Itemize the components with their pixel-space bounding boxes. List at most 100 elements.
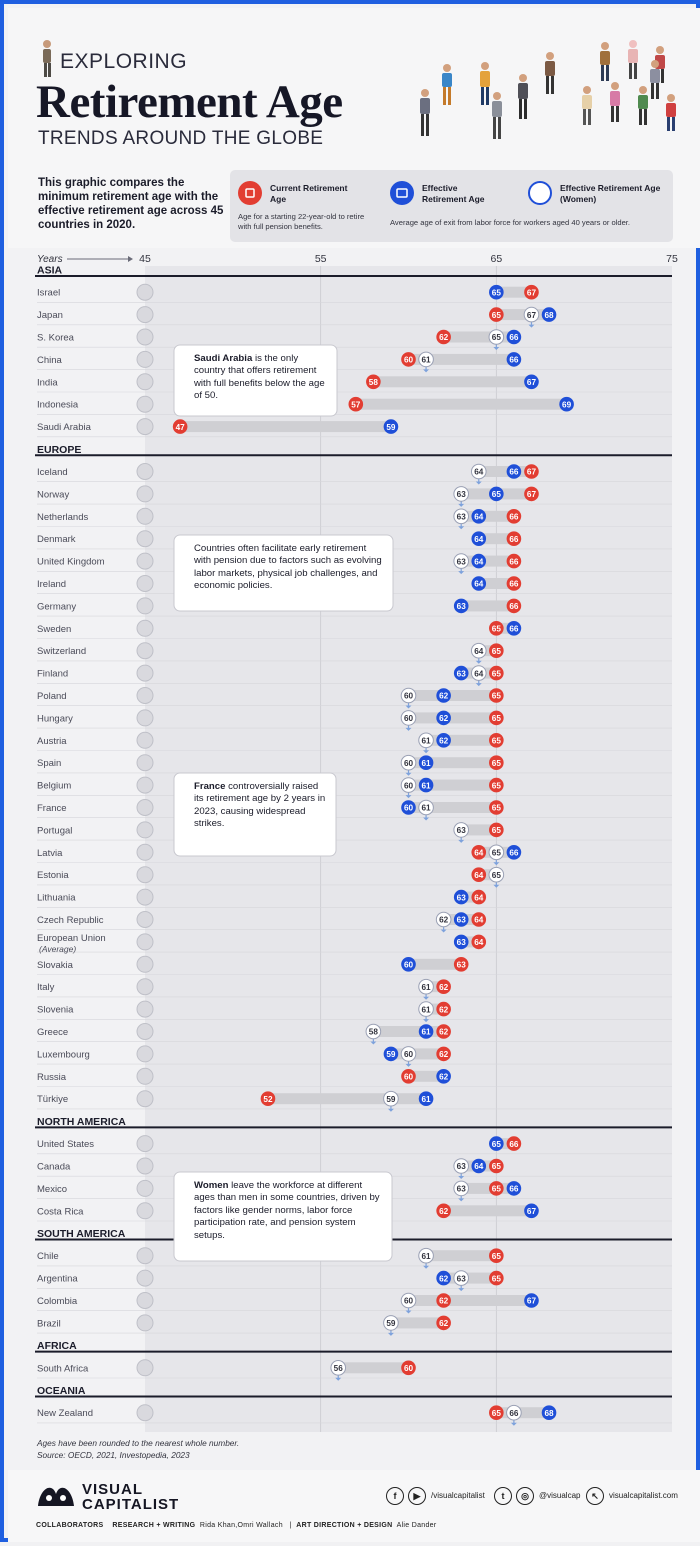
country-label: Germany <box>37 601 76 612</box>
title-kicker: EXPLORING <box>60 50 188 73</box>
women-pin-head <box>423 1019 430 1023</box>
effective-retirement-age-point <box>453 912 469 927</box>
legend-effective-title: Effective Retirement Age <box>422 183 485 204</box>
current-retirement-age-point <box>489 665 504 681</box>
flag-icon <box>136 507 154 525</box>
current-retirement-age-label: 60 <box>404 356 414 365</box>
current-retirement-age-point <box>489 1405 504 1420</box>
legend: Current Retirement Age Age for a startin… <box>230 170 673 242</box>
website-link[interactable]: visualcapitalist.com <box>609 1491 678 1500</box>
women-retirement-age-label: 61 <box>422 983 432 992</box>
facebook-icon[interactable]: f <box>386 1487 404 1505</box>
effective-retirement-age-point <box>506 352 522 367</box>
range-bar <box>426 1250 497 1262</box>
current-retirement-age-label: 65 <box>492 1162 502 1171</box>
country-label: Indonesia <box>37 400 79 411</box>
women-pin-head <box>475 660 482 664</box>
twitter-icon[interactable]: t <box>494 1487 512 1505</box>
effective-retirement-age-point <box>489 1136 504 1151</box>
women-retirement-age-label: 61 <box>422 356 432 365</box>
current-retirement-age-label: 66 <box>509 602 519 611</box>
legend-effective-desc: Average age of exit from labor force for… <box>390 218 631 227</box>
country-label: South Africa <box>37 1363 89 1374</box>
flag-icon <box>136 1090 154 1108</box>
women-pin-head <box>475 683 482 687</box>
range-bar <box>373 376 532 388</box>
intro-text: This graphic compares the minimum retire… <box>38 177 224 231</box>
current-retirement-age-label: 62 <box>439 1207 449 1216</box>
person-figure-icon <box>43 40 51 77</box>
effective-retirement-age-point <box>506 329 522 345</box>
range-bar <box>461 891 479 903</box>
range-bar <box>180 421 391 433</box>
legend-current-desc: Age for a starting 22-year-old to retire… <box>238 212 365 231</box>
current-retirement-age-label: 65 <box>492 804 502 813</box>
country-label: United States <box>37 1139 94 1150</box>
effective-retirement-age-point <box>401 800 416 815</box>
effective-retirement-age-label: 68 <box>544 311 554 320</box>
current-retirement-age-point <box>348 396 364 412</box>
flag-icon <box>136 731 154 749</box>
women-retirement-age-label: 61 <box>422 1252 432 1261</box>
effective-retirement-age-point <box>471 531 487 546</box>
current-retirement-age-point <box>436 329 451 345</box>
flag-icon <box>136 1045 154 1063</box>
women-retirement-age-point <box>453 1270 470 1286</box>
women-retirement-age-point <box>470 642 487 659</box>
women-retirement-age-point <box>418 732 434 749</box>
women-pin-head <box>405 705 412 709</box>
women-retirement-age-point <box>383 1090 399 1107</box>
women-pin-head <box>423 1265 430 1269</box>
country-label: Russia <box>37 1072 67 1083</box>
social-handle-fb-yt[interactable]: /visualcapitalist <box>431 1491 485 1500</box>
flag-icon <box>136 888 154 906</box>
flag-icon <box>136 1135 154 1153</box>
current-retirement-age-label: 65 <box>492 692 502 701</box>
effective-retirement-age-label: 67 <box>527 1207 537 1216</box>
effective-retirement-age-point <box>418 1024 434 1039</box>
country-label: France <box>37 803 67 814</box>
women-pin-head <box>458 1176 465 1179</box>
range-bar <box>408 757 497 769</box>
flag-icon <box>136 776 154 794</box>
country-label: Estonia <box>37 870 69 881</box>
current-retirement-age-label: 65 <box>492 669 502 678</box>
research-label: RESEARCH + WRITING <box>112 1522 196 1529</box>
country-label: Slovakia <box>37 960 74 971</box>
range-bar <box>461 824 497 836</box>
current-retirement-age-point <box>489 733 504 748</box>
current-retirement-age-point <box>489 643 504 658</box>
flag-icon <box>136 619 154 637</box>
current-retirement-age-label: 52 <box>263 1095 273 1104</box>
cursor-icon[interactable]: ↖ <box>586 1487 604 1505</box>
women-retirement-age-label: 60 <box>404 1050 414 1059</box>
youtube-icon[interactable]: ▶ <box>408 1487 426 1505</box>
instagram-icon[interactable]: ◎ <box>516 1487 534 1505</box>
effective-retirement-age-label: 61 <box>422 1028 432 1037</box>
current-retirement-age-label: 65 <box>492 714 502 723</box>
current-retirement-age-point <box>436 1203 451 1219</box>
women-retirement-age-label: 63 <box>457 557 467 566</box>
effective-retirement-age-women-icon <box>528 181 552 205</box>
range-bar <box>408 1070 444 1082</box>
footnote: Ages have been rounded to the nearest wh… <box>37 1437 239 1461</box>
flag-icon <box>136 1000 154 1018</box>
effective-retirement-age-point <box>524 374 539 390</box>
effective-retirement-age-point <box>559 396 574 412</box>
effective-retirement-age-point <box>436 688 451 703</box>
country-label: Luxembourg <box>37 1049 90 1060</box>
range-bar <box>478 533 514 545</box>
effective-retirement-age-label: 66 <box>509 849 519 858</box>
social-handle-tw-ig[interactable]: @visualcap <box>539 1491 581 1500</box>
effective-retirement-age-label: 64 <box>474 513 484 522</box>
art-label: ART DIRECTION + DESIGN <box>296 1522 393 1529</box>
annotation-text: Saudi Arabia is the only country that of… <box>194 353 325 401</box>
women-retirement-age-label: 65 <box>492 333 502 342</box>
current-retirement-age-label: 60 <box>404 1073 414 1082</box>
women-pin-head <box>405 727 412 731</box>
country-label: Mexico <box>37 1184 67 1195</box>
women-pin-head <box>458 503 465 507</box>
effective-retirement-age-label: 64 <box>474 535 484 544</box>
effective-retirement-age-label: 62 <box>439 692 449 701</box>
range-bar <box>338 1362 409 1374</box>
